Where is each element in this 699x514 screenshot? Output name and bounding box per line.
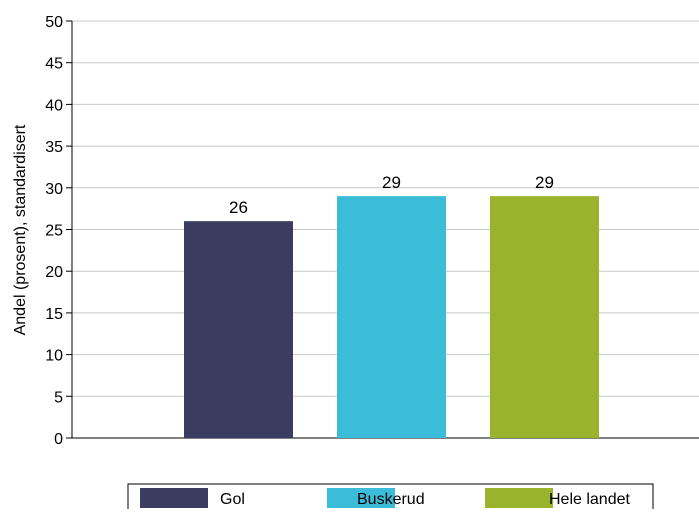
legend-swatch	[327, 488, 395, 508]
bar-buskerud	[337, 196, 446, 438]
data-label: 26	[229, 198, 248, 217]
legend-label: Buskerud	[357, 491, 425, 508]
legend-label: Hele landet	[549, 491, 631, 508]
bar-hele-landet	[490, 196, 599, 438]
legend-label: Gol	[220, 491, 245, 508]
y-tick-label: 30	[45, 181, 63, 198]
legend-swatch	[485, 488, 553, 508]
data-labels: 26 29 29	[229, 173, 554, 217]
y-tick-label: 35	[45, 139, 63, 156]
y-axis-title: Andel (prosent), standardisert	[12, 124, 29, 335]
y-tick-label: 40	[45, 97, 63, 114]
y-tick-label: 20	[45, 264, 63, 281]
data-label: 29	[535, 173, 554, 192]
legend-swatch	[140, 488, 208, 508]
y-tick-label: 25	[45, 223, 63, 240]
y-tick-label: 50	[45, 14, 63, 31]
y-tick-label: 10	[45, 348, 63, 365]
bar-gol	[184, 221, 293, 438]
y-tick-label: 0	[54, 431, 63, 448]
y-tick-label: 15	[45, 306, 63, 323]
data-label: 29	[382, 173, 401, 192]
y-tick-label: 5	[54, 389, 63, 406]
bars	[184, 196, 599, 438]
y-tick-label: 45	[45, 56, 63, 73]
legend: Gol Buskerud Hele landet	[127, 483, 654, 514]
y-axis: 0 5 10 15 20 25 30 35 40 45 50	[45, 14, 699, 448]
